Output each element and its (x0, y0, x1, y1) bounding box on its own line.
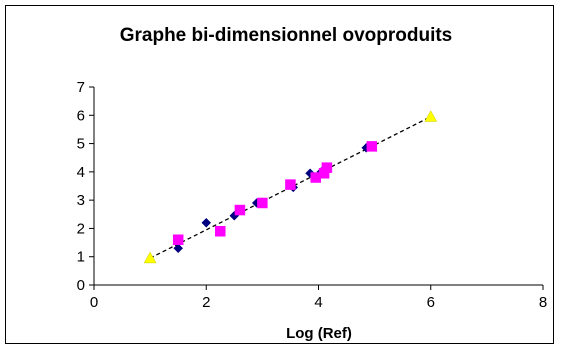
x-tick-label: 6 (427, 294, 435, 311)
chart-title: Graphe bi-dimensionnel ovoproduits (120, 25, 453, 46)
square-point (257, 197, 268, 209)
y-tick-label: 1 (77, 249, 85, 266)
triangle-point (143, 251, 157, 264)
x-tick-label: 0 (90, 294, 98, 311)
x-axis-label: Log (Ref) (286, 325, 352, 342)
data-points (143, 110, 438, 264)
square-point (321, 162, 333, 173)
diamond-point (201, 217, 212, 228)
y-tick-label: 0 (77, 277, 85, 294)
x-tick-label: 8 (539, 294, 547, 311)
y-tick-label: 3 (77, 192, 85, 209)
chart-frame: Graphe bi-dimensionnel ovoproduits 0 1 2 3 4… (5, 5, 554, 344)
square-point (366, 141, 378, 152)
scatter-chart: Graphe bi-dimensionnel ovoproduits 0 1 2 3 4… (77, 25, 548, 342)
square-point (234, 204, 246, 216)
x-tick-label: 2 (202, 294, 210, 311)
y-tick-label: 7 (77, 79, 85, 96)
diamond-point (173, 243, 184, 254)
y-tick-label: 4 (77, 164, 85, 181)
y-tick-label: 2 (77, 220, 85, 237)
x-tick-label: 4 (314, 294, 322, 311)
y-tick-label: 6 (77, 107, 85, 124)
square-point (285, 179, 296, 190)
y-tick-label: 5 (77, 136, 85, 153)
triangle-point (424, 110, 438, 122)
axes: 0 1 2 3 4 5 6 7 0 2 4 6 8 (77, 79, 548, 311)
square-point (172, 234, 184, 245)
square-point (215, 226, 226, 237)
